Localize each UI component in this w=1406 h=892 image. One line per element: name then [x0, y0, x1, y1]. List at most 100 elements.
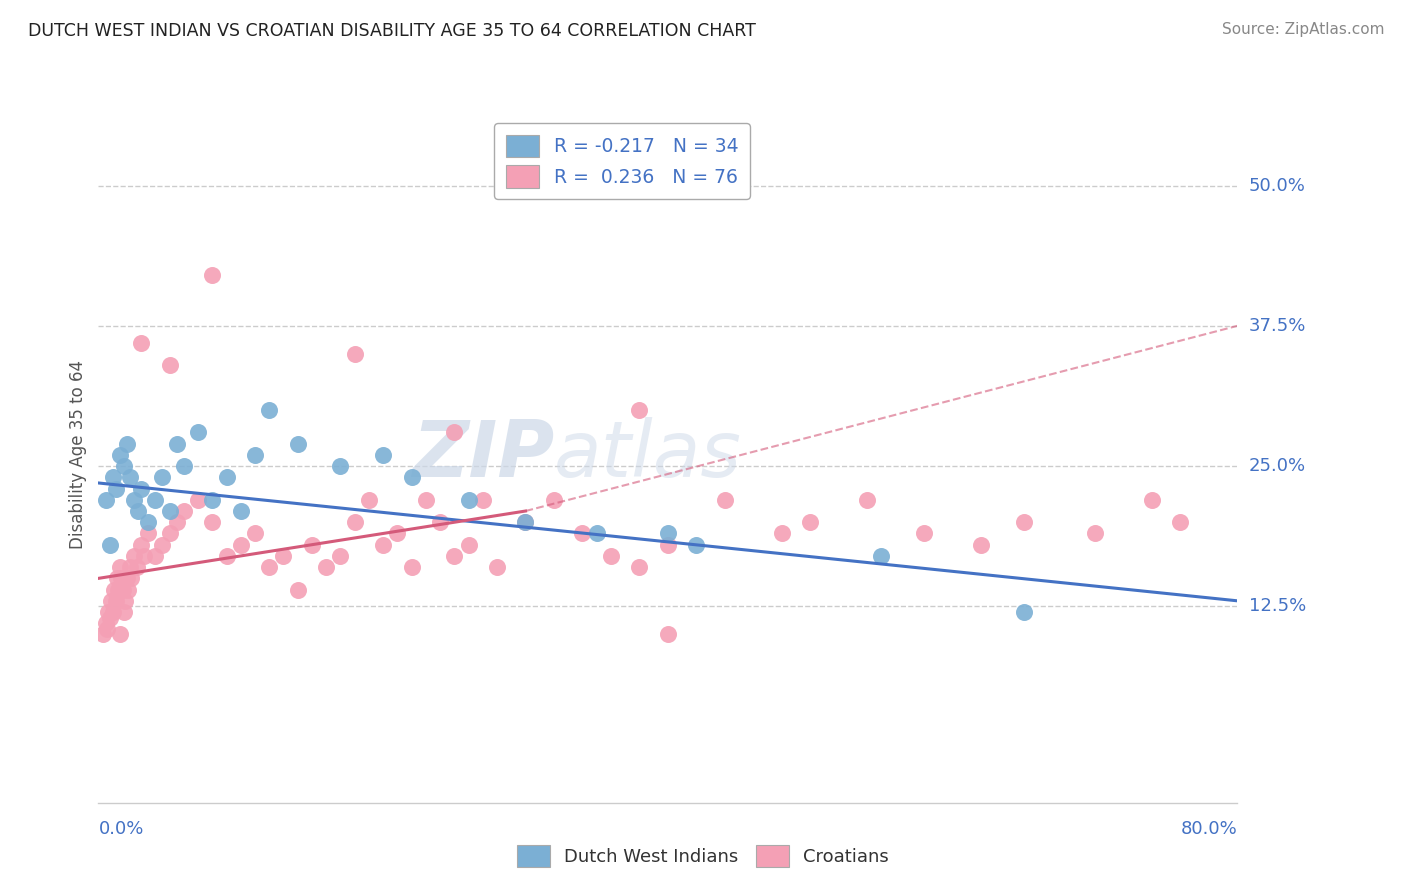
Point — [515, 515, 537, 529]
Point — [91, 627, 114, 641]
Text: 37.5%: 37.5% — [1249, 317, 1306, 334]
Point — [187, 492, 209, 507]
Point — [343, 347, 366, 361]
Point — [104, 594, 127, 608]
Point — [115, 436, 138, 450]
Point — [1170, 515, 1192, 529]
Point — [107, 582, 129, 597]
Point — [145, 549, 167, 563]
Point — [229, 538, 252, 552]
Text: 12.5%: 12.5% — [1249, 598, 1306, 615]
Point — [259, 403, 281, 417]
Text: DUTCH WEST INDIAN VS CROATIAN DISABILITY AGE 35 TO 64 CORRELATION CHART: DUTCH WEST INDIAN VS CROATIAN DISABILITY… — [28, 22, 756, 40]
Point — [515, 515, 537, 529]
Point — [215, 470, 238, 484]
Point — [273, 549, 295, 563]
Point — [856, 492, 879, 507]
Point — [112, 459, 135, 474]
Point — [159, 526, 181, 541]
Point — [657, 538, 679, 552]
Point — [94, 492, 117, 507]
Point — [108, 560, 131, 574]
Point — [387, 526, 409, 541]
Point — [1012, 515, 1035, 529]
Legend: Dutch West Indians, Croatians: Dutch West Indians, Croatians — [510, 838, 896, 874]
Point — [443, 425, 465, 440]
Point — [799, 515, 821, 529]
Point — [117, 582, 139, 597]
Point — [770, 526, 793, 541]
Point — [287, 436, 309, 450]
Point — [543, 492, 565, 507]
Point — [371, 448, 394, 462]
Point — [912, 526, 935, 541]
Point — [114, 594, 136, 608]
Point — [201, 515, 224, 529]
Point — [329, 459, 352, 474]
Point — [129, 538, 152, 552]
Point — [159, 358, 181, 372]
Point — [136, 515, 159, 529]
Point — [100, 594, 122, 608]
Point — [122, 549, 145, 563]
Point — [215, 549, 238, 563]
Point — [136, 526, 159, 541]
Point — [103, 582, 125, 597]
Point — [685, 538, 707, 552]
Point — [104, 482, 127, 496]
Point — [129, 335, 152, 350]
Point — [1084, 526, 1107, 541]
Point — [371, 538, 394, 552]
Point — [101, 605, 124, 619]
Point — [243, 526, 266, 541]
Point — [112, 605, 135, 619]
Text: ZIP: ZIP — [412, 417, 554, 493]
Point — [343, 515, 366, 529]
Point — [129, 482, 152, 496]
Point — [415, 492, 437, 507]
Point — [94, 616, 117, 631]
Point — [120, 571, 142, 585]
Point — [118, 560, 141, 574]
Point — [628, 560, 651, 574]
Point — [600, 549, 623, 563]
Point — [714, 492, 737, 507]
Point — [111, 582, 134, 597]
Point — [115, 571, 138, 585]
Point — [187, 425, 209, 440]
Point — [145, 492, 167, 507]
Point — [657, 627, 679, 641]
Point — [108, 448, 131, 462]
Text: atlas: atlas — [554, 417, 742, 493]
Text: 80.0%: 80.0% — [1181, 820, 1237, 838]
Text: Source: ZipAtlas.com: Source: ZipAtlas.com — [1222, 22, 1385, 37]
Point — [429, 515, 451, 529]
Point — [870, 549, 893, 563]
Legend: R = -0.217   N = 34, R =  0.236   N = 76: R = -0.217 N = 34, R = 0.236 N = 76 — [495, 123, 751, 199]
Point — [315, 560, 337, 574]
Point — [571, 526, 593, 541]
Point — [125, 560, 148, 574]
Point — [98, 538, 121, 552]
Point — [329, 549, 352, 563]
Point — [357, 492, 380, 507]
Point — [243, 448, 266, 462]
Point — [486, 560, 509, 574]
Text: 50.0%: 50.0% — [1249, 177, 1306, 194]
Point — [628, 403, 651, 417]
Point — [101, 470, 124, 484]
Point — [96, 622, 118, 636]
Point — [1140, 492, 1163, 507]
Point — [443, 549, 465, 563]
Point — [108, 627, 131, 641]
Point — [585, 526, 607, 541]
Text: 25.0%: 25.0% — [1249, 457, 1306, 475]
Point — [229, 504, 252, 518]
Point — [970, 538, 993, 552]
Text: 0.0%: 0.0% — [98, 820, 143, 838]
Point — [127, 504, 149, 518]
Point — [173, 504, 195, 518]
Point — [166, 515, 188, 529]
Point — [259, 560, 281, 574]
Point — [457, 538, 479, 552]
